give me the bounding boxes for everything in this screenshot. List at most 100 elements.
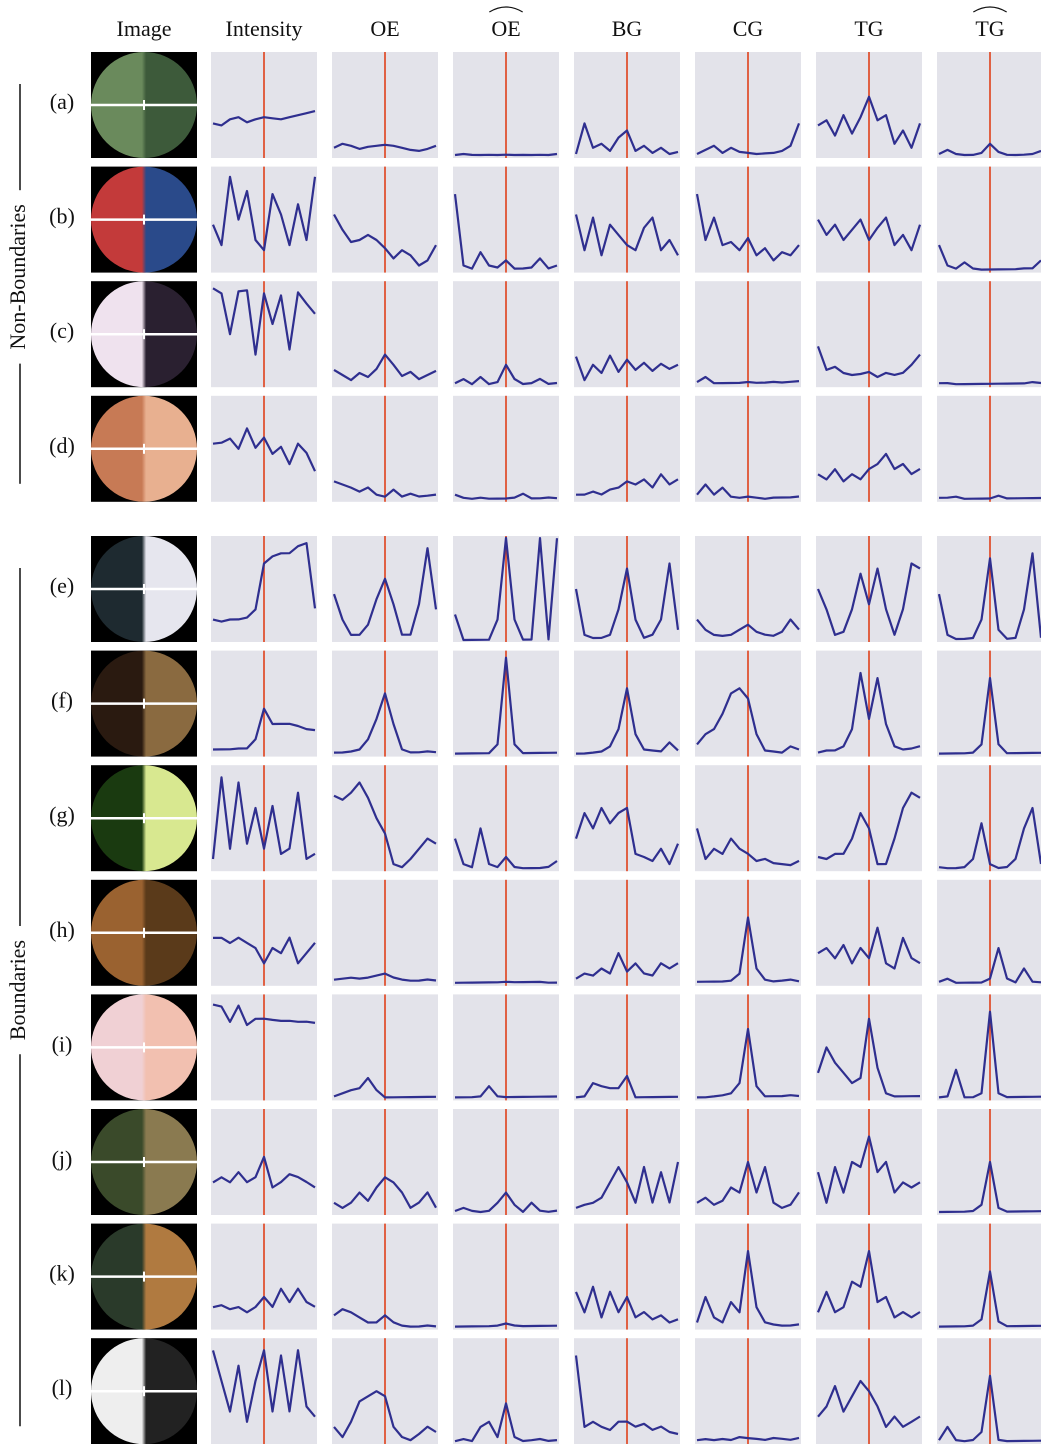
row-label: (b) <box>49 204 75 229</box>
curve <box>817 216 922 252</box>
row-label: (g) <box>49 802 75 827</box>
curve <box>453 193 558 270</box>
curve <box>816 1017 921 1098</box>
curve <box>696 1435 800 1442</box>
curve <box>696 1027 800 1099</box>
curve <box>454 492 558 500</box>
curve <box>696 483 800 500</box>
curve <box>212 1155 316 1189</box>
curve <box>938 806 1041 870</box>
curve <box>575 1074 679 1099</box>
curve <box>212 541 317 623</box>
curve <box>817 452 921 483</box>
curve <box>937 244 1041 271</box>
curve <box>696 375 800 385</box>
curve <box>938 142 1041 157</box>
curve <box>938 1160 1041 1214</box>
curve <box>575 473 679 496</box>
curve <box>696 123 801 156</box>
curve <box>454 152 558 157</box>
curve <box>211 776 316 861</box>
curve <box>333 1308 437 1328</box>
column-header: TG <box>854 16 883 41</box>
group-label: Non-Boundaries <box>5 204 30 349</box>
curve <box>454 656 558 755</box>
plot-background <box>937 650 1041 757</box>
curve <box>696 618 800 638</box>
curve <box>332 547 438 637</box>
row-label: (i) <box>52 1031 73 1056</box>
column-header: OE <box>370 16 399 41</box>
curve <box>938 946 1041 984</box>
column-header: Intensity <box>226 16 303 41</box>
curve <box>816 1135 921 1204</box>
row-label: (e) <box>50 573 74 598</box>
curve <box>454 1402 558 1443</box>
curve <box>574 1355 679 1436</box>
row-label: (d) <box>49 433 75 458</box>
curve <box>816 346 921 379</box>
curve <box>454 1191 558 1214</box>
curve <box>696 687 800 754</box>
curve <box>817 95 922 149</box>
plot-background <box>937 52 1041 158</box>
curve <box>212 936 316 965</box>
curve <box>938 676 1041 755</box>
group-label: Boundaries <box>5 940 30 1040</box>
plot-background <box>937 994 1041 1101</box>
hat <box>489 6 523 13</box>
curve <box>333 480 437 498</box>
curve <box>333 1390 437 1442</box>
plot-background <box>937 765 1041 872</box>
plot-background <box>937 536 1041 642</box>
plot-background <box>937 1338 1041 1444</box>
curve <box>938 381 1041 386</box>
curve <box>816 562 921 637</box>
plot-background <box>937 166 1041 273</box>
curve <box>937 552 1041 641</box>
curve <box>212 287 316 356</box>
curve <box>574 562 680 640</box>
curve <box>938 494 1041 500</box>
row-label: (h) <box>49 917 75 942</box>
row-label: (k) <box>49 1261 75 1286</box>
curve <box>574 122 679 156</box>
curve <box>453 827 558 870</box>
curve <box>212 427 316 472</box>
column-header: Image <box>117 16 172 41</box>
curve <box>575 687 679 755</box>
curve <box>333 781 437 869</box>
curve <box>212 1287 316 1314</box>
curve <box>333 972 437 982</box>
curve <box>333 213 437 267</box>
curve <box>695 1249 800 1327</box>
column-header: TG <box>975 16 1004 41</box>
curve <box>574 1285 679 1324</box>
curve <box>575 952 679 980</box>
curve <box>454 363 558 386</box>
row-label: (j) <box>52 1146 73 1171</box>
column-header: CG <box>733 16 764 41</box>
curve <box>454 1085 558 1099</box>
curve <box>574 214 679 257</box>
curve <box>938 1270 1041 1328</box>
hat <box>973 6 1007 13</box>
curve <box>938 1374 1041 1443</box>
curve <box>333 142 437 152</box>
plot-background <box>937 281 1041 388</box>
curve <box>333 1176 437 1210</box>
row-label: (f) <box>51 688 73 713</box>
curve <box>574 806 680 866</box>
curve <box>695 828 800 867</box>
curve <box>212 707 316 751</box>
curve <box>333 692 437 754</box>
column-header: BG <box>612 16 643 41</box>
curve <box>454 1322 558 1328</box>
curve <box>212 110 316 127</box>
curve <box>696 1160 800 1210</box>
curve <box>454 980 558 984</box>
curve <box>211 1349 316 1423</box>
column-header: OE <box>491 16 520 41</box>
plot-background <box>937 395 1041 502</box>
